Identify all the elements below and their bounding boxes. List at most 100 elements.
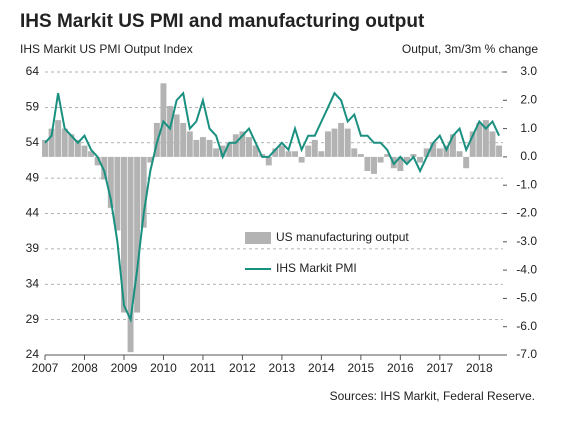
bar bbox=[42, 139, 48, 157]
y-tick-label: 44 bbox=[26, 206, 40, 220]
bar bbox=[81, 145, 88, 157]
legend-label: US manufacturing output bbox=[276, 230, 409, 244]
y-tick-label: 34 bbox=[26, 276, 40, 290]
bar bbox=[463, 156, 470, 169]
y-tick-label: 49 bbox=[26, 170, 40, 184]
bar bbox=[331, 128, 338, 157]
bar bbox=[101, 156, 108, 180]
y-tick-label: 24 bbox=[26, 347, 40, 361]
line bbox=[44, 91, 501, 324]
source-note: Sources: IHS Markit, Federal Reserve. bbox=[330, 389, 535, 403]
bar bbox=[186, 131, 193, 157]
legend-swatch bbox=[245, 232, 271, 244]
y2-tick-label: 0.0 bbox=[520, 149, 537, 163]
bar bbox=[246, 137, 252, 157]
bar bbox=[496, 145, 503, 157]
y2-tick-label: -5.0 bbox=[516, 291, 537, 305]
chart-title: IHS Markit US PMI and manufacturing outp… bbox=[20, 11, 425, 32]
bar bbox=[94, 156, 101, 166]
bar bbox=[371, 156, 377, 174]
y-tick-label: 64 bbox=[26, 64, 40, 78]
bar bbox=[206, 139, 213, 157]
y2-tick-label: 1.0 bbox=[520, 121, 537, 135]
bar bbox=[450, 134, 456, 157]
bar bbox=[285, 151, 292, 157]
y2-tick-label: -4.0 bbox=[516, 262, 537, 276]
bar bbox=[213, 148, 220, 157]
bar bbox=[74, 139, 81, 157]
bar bbox=[147, 156, 154, 163]
bar bbox=[489, 131, 496, 157]
y2-tick-label: 2.0 bbox=[520, 92, 537, 106]
x-tick-label: 2012 bbox=[229, 361, 256, 375]
bar bbox=[232, 134, 239, 157]
bar bbox=[311, 139, 318, 157]
bar bbox=[272, 148, 279, 157]
y-tick-label: 39 bbox=[26, 241, 40, 255]
bar bbox=[55, 120, 62, 157]
x-tick-label: 2015 bbox=[348, 361, 375, 375]
y2-tick-label: -7.0 bbox=[516, 347, 537, 361]
x-tick-label: 2010 bbox=[150, 361, 177, 375]
bar bbox=[173, 114, 180, 157]
x-tick-label: 2017 bbox=[426, 361, 453, 375]
y-tick-label: 29 bbox=[26, 312, 40, 326]
bar bbox=[107, 156, 114, 208]
bar bbox=[423, 148, 430, 157]
bar bbox=[239, 131, 246, 157]
y2-axis-title: Output, 3m/3m % change bbox=[402, 42, 538, 56]
x-tick-label: 2008 bbox=[71, 361, 98, 375]
x-tick-label: 2018 bbox=[466, 361, 493, 375]
y2-tick-label: -3.0 bbox=[516, 234, 537, 248]
bar bbox=[417, 156, 424, 163]
y-tick-label: 54 bbox=[26, 135, 40, 149]
x-tick-label: 2007 bbox=[32, 361, 59, 375]
bar bbox=[226, 142, 233, 157]
bar bbox=[114, 156, 121, 231]
y2-tick-label: 3.0 bbox=[520, 64, 537, 78]
y2-tick-label: -6.0 bbox=[516, 319, 537, 333]
x-tick-label: 2014 bbox=[308, 361, 335, 375]
x-tick-label: 2016 bbox=[387, 361, 414, 375]
bar bbox=[140, 156, 147, 228]
bar bbox=[120, 156, 127, 313]
bar bbox=[193, 139, 200, 157]
bar bbox=[357, 154, 364, 157]
bar bbox=[167, 105, 174, 157]
bar bbox=[397, 156, 404, 172]
bar bbox=[298, 156, 305, 163]
bar bbox=[88, 151, 95, 157]
bar bbox=[48, 128, 55, 157]
bar bbox=[265, 156, 272, 166]
bar bbox=[219, 145, 226, 157]
y-tick-label: 59 bbox=[26, 100, 40, 114]
bar bbox=[476, 122, 483, 157]
y2-tick-label: -1.0 bbox=[516, 177, 537, 191]
bar bbox=[436, 148, 443, 157]
bar bbox=[278, 145, 285, 157]
bar bbox=[344, 128, 351, 157]
x-tick-label: 2013 bbox=[269, 361, 296, 375]
bar bbox=[68, 134, 75, 157]
bar bbox=[61, 128, 68, 157]
bar bbox=[252, 145, 259, 157]
bar bbox=[469, 131, 476, 157]
legend-label: IHS Markit PMI bbox=[276, 261, 357, 275]
bar bbox=[325, 131, 331, 157]
y-axis-title: IHS Markit US PMI Output Index bbox=[20, 42, 193, 56]
bar bbox=[384, 154, 391, 157]
bar bbox=[199, 137, 206, 157]
y2-tick-label: -2.0 bbox=[516, 206, 537, 220]
x-tick-label: 2009 bbox=[111, 361, 138, 375]
bar bbox=[318, 151, 325, 157]
bar bbox=[403, 156, 410, 163]
bar bbox=[456, 151, 463, 157]
bar bbox=[292, 151, 299, 157]
bar bbox=[364, 156, 371, 172]
bar bbox=[482, 120, 489, 157]
bar bbox=[351, 148, 358, 157]
bar bbox=[430, 142, 437, 157]
bar bbox=[338, 122, 345, 157]
bar bbox=[127, 156, 134, 353]
